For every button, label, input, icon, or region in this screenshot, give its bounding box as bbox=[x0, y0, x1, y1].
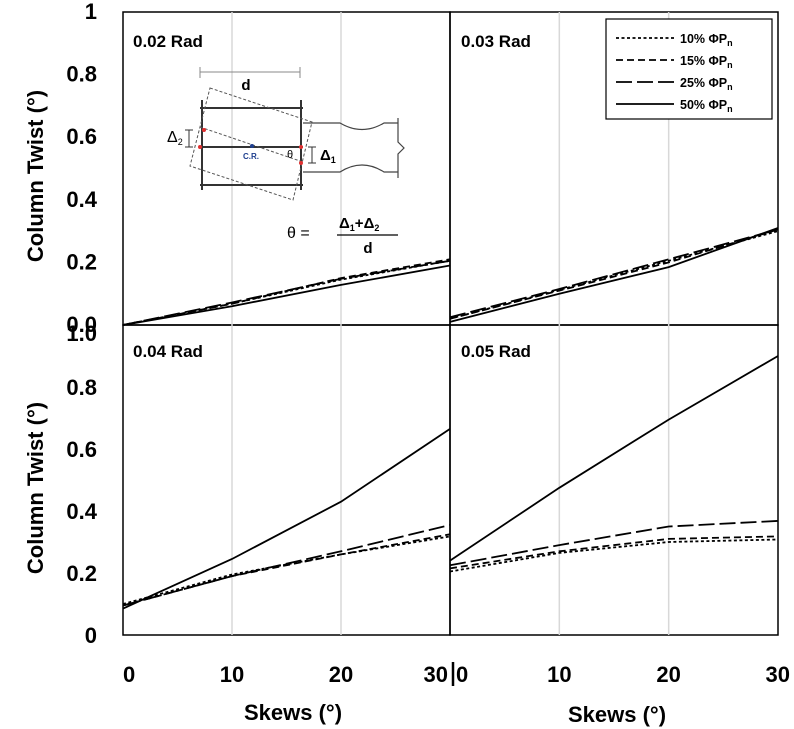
legend-label-25: 25% ΦPn bbox=[680, 76, 733, 92]
inset-theta-label: θ bbox=[287, 149, 293, 161]
y-tick-bottom-0: 0 bbox=[85, 623, 97, 648]
x-tick-left-2: 20 bbox=[329, 662, 353, 687]
y-axis-label-bottom: Column Twist (°) bbox=[23, 402, 48, 574]
series-line-panel2-s1 bbox=[122, 533, 451, 607]
inset-center-point bbox=[250, 144, 254, 148]
inset-point-b bbox=[198, 145, 202, 149]
series-line-panel0-s2 bbox=[122, 259, 451, 326]
y-tick-bottom-1: 0.2 bbox=[66, 561, 97, 586]
y-tick-bottom-5: 1.0 bbox=[66, 321, 97, 346]
y-tick-top-1: 0.2 bbox=[66, 249, 97, 274]
y-tick-top-4: 0.8 bbox=[66, 62, 97, 87]
legend-label-10: 10% ΦPn bbox=[680, 32, 733, 48]
legend-label-50: 50% ΦPn bbox=[680, 98, 733, 114]
panel-title-004: 0.04 Rad bbox=[133, 342, 203, 361]
chart-series bbox=[122, 227, 779, 610]
series-line-panel3-s1 bbox=[449, 535, 779, 570]
panel-frames bbox=[122, 11, 779, 636]
inset-rotated-section bbox=[189, 87, 313, 201]
x-tick-left-1: 10 bbox=[220, 662, 244, 687]
series-line-panel3-s3 bbox=[449, 355, 779, 562]
y-tick-bottom-2: 0.4 bbox=[66, 499, 97, 524]
series-line-panel2-s0 bbox=[122, 535, 451, 605]
inset-equation-numerator: Δ1+Δ2 bbox=[339, 215, 379, 233]
series-line-panel2-s3 bbox=[122, 428, 451, 610]
inset-point-d bbox=[299, 161, 303, 165]
series-line-panel2-s2 bbox=[122, 524, 451, 607]
inset-point-c bbox=[299, 145, 303, 149]
x-tick-right-1: 10 bbox=[547, 662, 571, 687]
inset-cr-label: C.R. bbox=[243, 152, 259, 161]
y-tick-top-0: 0.0 bbox=[66, 312, 97, 337]
series-line-panel0-s3 bbox=[122, 264, 451, 326]
y-axis-label-top: Column Twist (°) bbox=[23, 90, 48, 262]
legend: 10% ΦPn 15% ΦPn 25% ΦPn 50% ΦPn bbox=[605, 18, 773, 120]
y-tick-bottom-3: 0.6 bbox=[66, 437, 97, 462]
inset-schematic: d C.R. θ Δ2 bbox=[167, 67, 405, 257]
x-tick-left-3: 30 bbox=[424, 662, 448, 687]
x-tick-right-2: 20 bbox=[656, 662, 680, 687]
inset-delta2-label: Δ2 bbox=[167, 129, 183, 147]
inset-point-a bbox=[202, 128, 206, 132]
panel-title-003: 0.03 Rad bbox=[461, 32, 531, 51]
panel-title-002: 0.02 Rad bbox=[133, 32, 203, 51]
inset-d-label: d bbox=[241, 77, 250, 94]
x-axis-label-right: Skews (°) bbox=[568, 702, 666, 727]
panel-frame-2 bbox=[122, 324, 451, 636]
x-tick-right-0: 0 bbox=[456, 662, 468, 687]
inset-delta1-label: Δ1 bbox=[320, 147, 336, 165]
series-line-panel3-s0 bbox=[449, 538, 779, 573]
x-tick-right-3: 30 bbox=[766, 662, 790, 687]
y-tick-top-5: 1 bbox=[85, 0, 97, 24]
series-line-panel1-s3 bbox=[449, 227, 779, 323]
x-tick-left-0: 0 bbox=[123, 662, 135, 687]
panel-title-005: 0.05 Rad bbox=[461, 342, 531, 361]
inset-equation-denominator: d bbox=[363, 240, 372, 257]
inset-equation-lhs: θ = bbox=[287, 225, 310, 242]
y-tick-top-2: 0.4 bbox=[66, 187, 97, 212]
panel-frame-3 bbox=[449, 324, 779, 636]
legend-label-15: 15% ΦPn bbox=[680, 54, 733, 70]
series-line-panel3-s2 bbox=[449, 520, 779, 567]
legend-box bbox=[605, 18, 773, 120]
series-line-panel1-s1 bbox=[449, 228, 779, 320]
series-line-panel1-s2 bbox=[449, 228, 779, 319]
y-tick-bottom-4: 0.8 bbox=[66, 375, 97, 400]
inset-beam bbox=[303, 118, 405, 178]
y-tick-top-3: 0.6 bbox=[66, 124, 97, 149]
x-axis-label-left: Skews (°) bbox=[244, 700, 342, 725]
panel-frame-0 bbox=[122, 11, 451, 326]
